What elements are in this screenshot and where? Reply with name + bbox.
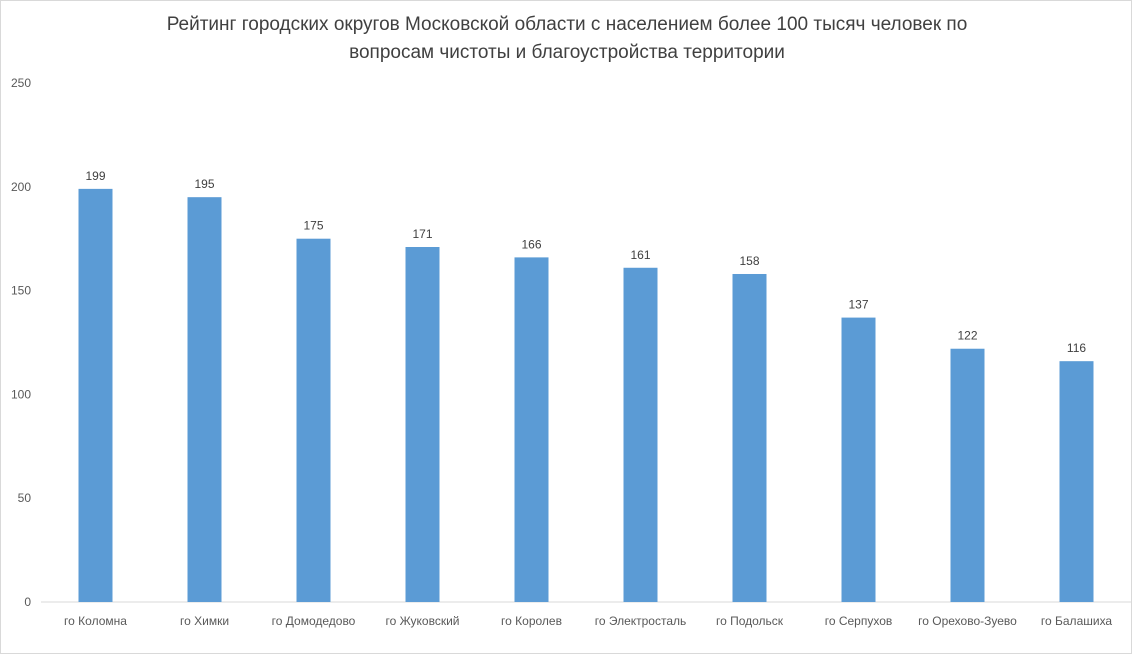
x-tick-label: го Жуковский [385,614,459,628]
data-label: 116 [1067,341,1086,355]
bar [623,267,658,602]
y-tick-label: 150 [11,284,31,298]
bar [78,188,113,602]
y-tick-label: 0 [24,595,31,609]
x-tick-label: го Подольск [716,614,784,628]
bar [405,247,440,602]
y-tick-label: 200 [11,180,31,194]
bar [1059,361,1094,602]
chart-title-line-2: вопросам чистоты и благоустройства терри… [349,42,785,63]
x-tick-label: го Королев [501,614,562,628]
data-label: 161 [630,248,650,262]
data-label: 195 [194,177,214,191]
chart-title-line-1: Рейтинг городских округов Московской обл… [166,14,968,35]
chart-title: Рейтинг городских округов Московской обл… [1,11,1132,67]
bar [187,197,222,602]
x-tick-label: го Домодедово [272,614,356,628]
x-tick-label: го Химки [180,614,229,628]
data-label: 137 [848,298,868,312]
x-tick-label: го Орехово-Зуево [918,614,1017,628]
x-tick-label: го Серпухов [825,614,893,628]
bar [841,317,876,602]
bar [514,257,549,602]
data-label: 122 [957,329,977,343]
data-label: 175 [303,219,323,233]
data-label: 171 [412,227,432,241]
data-label: 158 [739,254,759,268]
data-label: 166 [521,237,541,251]
x-tick-label: го Коломна [64,614,127,628]
y-tick-label: 50 [18,491,32,505]
y-tick-label: 100 [11,387,31,401]
y-tick-label: 250 [11,76,31,90]
bar [732,273,767,602]
bar [950,348,985,602]
bar [296,238,331,602]
data-label: 199 [85,169,105,183]
x-tick-label: го Электросталь [595,614,687,628]
x-tick-label: го Балашиха [1041,614,1113,628]
